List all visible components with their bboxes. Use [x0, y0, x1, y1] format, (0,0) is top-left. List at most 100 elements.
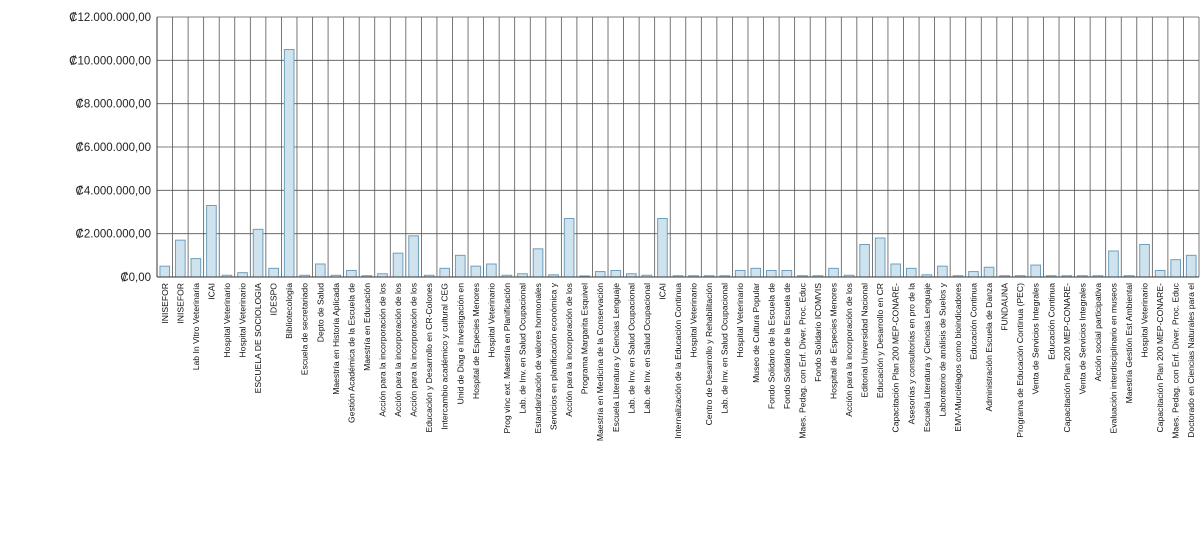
x-tick-label: Acción para la incorporación de los	[393, 283, 403, 417]
x-tick-label: Venta de Servicios Integrales	[1077, 283, 1087, 394]
bar	[657, 218, 668, 278]
bar	[175, 239, 186, 278]
bar	[454, 254, 466, 278]
axes	[156, 17, 1199, 278]
bar	[1139, 244, 1150, 278]
bar	[594, 271, 606, 278]
x-tick-label: Hospital Veterinario	[689, 283, 699, 358]
x-tick-label: Maes. Pedag. con Enf. Diver. Proc. Educ	[797, 282, 807, 438]
x-tick-label: Hospital Veterinario	[222, 283, 232, 358]
x-tick-label: Asesorías y consultorías en pro de la	[906, 283, 916, 425]
x-tick-label: Educación Continua	[968, 283, 978, 360]
x-tick-label: Maestría Gestión Est Ambiental	[1124, 283, 1134, 403]
x-tick-label: Maestría en Educación	[362, 283, 372, 371]
y-tick-label: ₡0,00	[120, 272, 151, 284]
x-tick-label: Lab. de Inv. en Salud Ocupacional	[642, 283, 652, 414]
x-tick-label: Evaluación interdisciplinario en museos	[1108, 283, 1118, 433]
x-tick-label: Doctorado en Ciencias Naturales para el	[1186, 283, 1196, 438]
x-tick-label: Internalización de la Educación Continua	[673, 283, 683, 439]
bar	[765, 270, 777, 278]
grid-lines	[156, 16, 1200, 278]
bar	[486, 263, 497, 278]
y-tick-label: ₡12.000.000,00	[69, 12, 151, 24]
x-tick-label: Hospital de Especies Menores	[471, 283, 481, 399]
bar	[268, 267, 279, 278]
bar	[237, 272, 248, 278]
bar	[890, 263, 902, 278]
x-tick-label: ESCUELA DE SOCIOLOGIA	[253, 283, 263, 394]
x-tick-label: ICAI	[206, 283, 216, 300]
bar	[874, 237, 886, 278]
x-tick-label: Lab. de Inv. en Salud Ocupacional	[720, 283, 730, 414]
x-tick-label: Capacitación Plan 200 MEP-CONARE-	[891, 283, 901, 433]
x-tick-label: Fondo Solidario ICOMVIS	[813, 283, 823, 382]
x-tick-label: INISEFOR	[175, 283, 185, 324]
y-tick-label: ₡6.000.000,00	[76, 142, 151, 154]
x-tick-label: Programa de Educación Continua (PEC)	[1015, 283, 1025, 438]
y-tick-label: ₡10.000.000,00	[69, 55, 151, 67]
x-tick-label: Capacitación Plan 200 MEP-CONARE-	[1062, 283, 1072, 433]
x-tick-label: Bibliotecología	[284, 283, 294, 339]
x-tick-labels: INISEFOR INISEFOR Lab In Vitro Veterinaria…	[160, 282, 1196, 441]
x-tick-label: Laboratorio de análisis de Suelos y	[937, 282, 947, 416]
bar	[408, 235, 419, 278]
x-tick-label: Acción para la incorporación de los	[844, 283, 854, 417]
x-tick-label: Museo de Cultura Popular	[751, 283, 761, 383]
bar	[190, 258, 202, 278]
x-tick-label: INISEFOR	[160, 283, 170, 324]
x-tick-label: Venta de Servicios Integrales	[1031, 283, 1041, 394]
bar	[283, 49, 295, 278]
x-tick-label: Acción para la incorporación de los	[564, 283, 574, 417]
y-tick-label: ₡4.000.000,00	[76, 185, 151, 197]
x-tick-label: Centro de Desarrollo y Rehabilitación	[704, 283, 714, 426]
bar	[532, 248, 544, 278]
x-tick-label: Acción social participativa	[1093, 283, 1103, 382]
x-tick-label: Hospital Veterinario	[735, 283, 745, 358]
y-tick-label: ₡8.000.000,00	[76, 99, 151, 111]
x-tick-label: Escuela Literatura y Ciencias Lenguaje	[922, 283, 932, 432]
bar	[734, 270, 746, 278]
bar-series	[159, 49, 1197, 278]
x-tick-label: Educación y Desarrollo en CR-Colones	[424, 283, 434, 433]
x-tick-label: Prog vinc ext. Maestría en Planificación	[502, 283, 512, 434]
y-tick-label: ₡2.000.000,00	[76, 229, 151, 241]
x-tick-label: Servicios en planificación económica y	[549, 282, 559, 430]
x-tick-label: Hospital Veterinario	[1140, 283, 1150, 358]
bar	[1185, 254, 1197, 278]
bar	[610, 270, 622, 278]
bar	[905, 267, 917, 278]
x-tick-label: Lab. de Inv. en Salud Ocupacional	[626, 283, 636, 414]
bar	[859, 244, 870, 278]
bar	[470, 265, 482, 278]
x-tick-label: Capacitación Plan 200 MEP-CONARE-	[1155, 283, 1165, 433]
x-tick-label: Programa Margarita Esquivel	[580, 283, 590, 394]
y-tick-labels: ₡0,00 ₡2.000.000,00 ₡4.000.000,00 ₡6.000.00…	[69, 12, 151, 284]
bar	[346, 270, 357, 278]
x-tick-label: Maes. Pedag. con Enf. Diver. Proc. Educ	[1171, 282, 1181, 438]
bar	[937, 265, 948, 278]
bar	[828, 267, 839, 278]
x-tick-label: Estandarización de valores hormonales	[533, 283, 543, 433]
x-tick-label: Maestría en Medicina de la Conservación	[595, 283, 605, 441]
x-tick-label: Gestión Académica de la Escuela de	[346, 283, 356, 423]
bar	[1154, 270, 1166, 278]
x-tick-label: Editorial Universidad Nacional	[860, 283, 870, 398]
x-tick-label: IDESPO	[269, 283, 279, 316]
x-tick-label: Educación Continua	[1046, 283, 1056, 360]
bar	[159, 265, 171, 278]
x-tick-label: Lab In Vitro Veterinaria	[191, 283, 201, 370]
bar	[252, 228, 264, 278]
x-tick-label: Unid de Diag e Investigación en	[455, 283, 465, 405]
x-tick-label: Escuela de secretariado	[300, 283, 310, 375]
x-tick-label: Depto de Salud	[315, 283, 325, 342]
x-tick-label: Maestría en Historia Aplicada	[331, 283, 341, 395]
x-tick-label: ICAI	[657, 283, 667, 300]
x-tick-label: Escuela Literatura y Ciencias Lenguaje	[611, 283, 621, 432]
x-tick-label: FUNDAUNA	[1000, 283, 1010, 331]
bar	[983, 266, 995, 278]
x-tick-label: Fondo Solidario de la Escuela de	[766, 283, 776, 409]
bar	[314, 263, 326, 278]
x-tick-label: Hospital de Especies Menores	[829, 283, 839, 399]
bar	[392, 252, 404, 278]
